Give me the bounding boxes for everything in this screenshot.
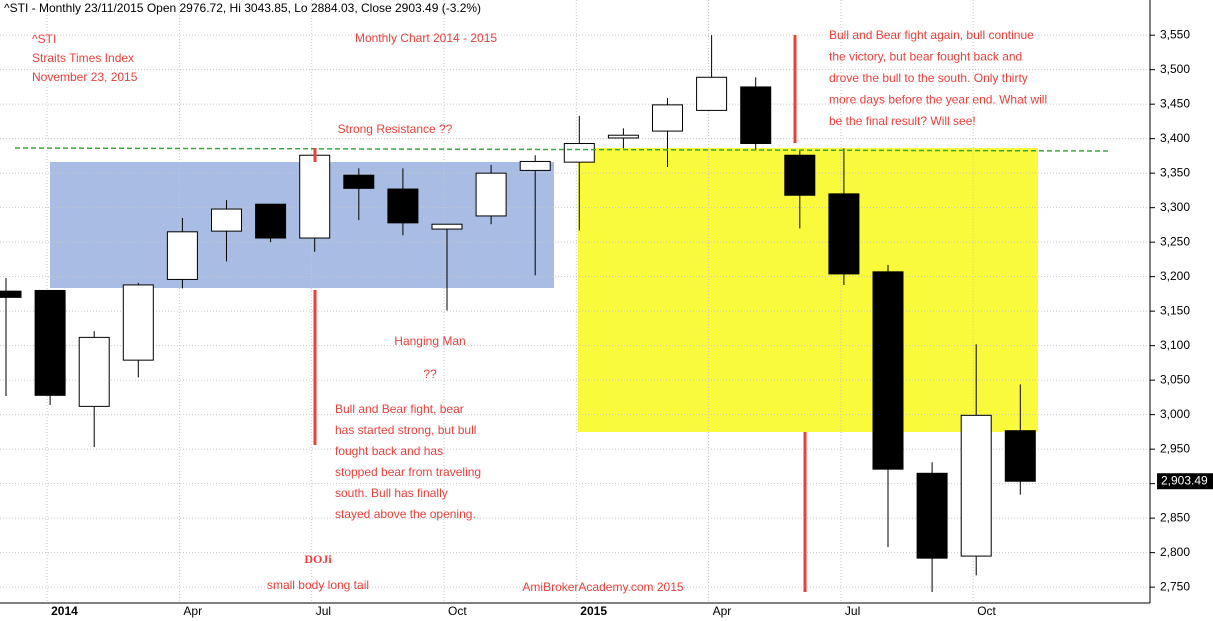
candle-body xyxy=(166,231,198,280)
annotation: November 23, 2015 xyxy=(32,70,138,84)
x-tick-label: Oct xyxy=(977,604,996,618)
x-tick-label: 2015 xyxy=(580,604,607,618)
y-tick-label: 3,550 xyxy=(1160,27,1190,41)
x-tick-label: Apr xyxy=(183,604,202,618)
annotation: stayed above the opening. xyxy=(335,507,476,521)
annotation: Bull and Bear fight, bear xyxy=(335,402,464,416)
y-tick-label: 3,100 xyxy=(1160,338,1190,352)
candles xyxy=(0,35,1036,592)
chart-header: ^STI - Monthly 23/11/2015 Open 2976.72, … xyxy=(4,1,481,15)
y-tick-label: 3,400 xyxy=(1160,131,1190,145)
candle-body xyxy=(299,154,331,239)
candle-body xyxy=(255,203,287,239)
candle-body xyxy=(696,76,728,111)
candle-body xyxy=(607,134,639,139)
annotation: be the final result? Will see! xyxy=(829,114,976,128)
annotation: south. Bull has finally xyxy=(335,486,448,500)
candle-body xyxy=(475,172,507,217)
candle-body xyxy=(1004,430,1036,482)
annotation: fought back and has xyxy=(335,444,443,458)
candle-body xyxy=(122,284,154,361)
y-tick-label: 3,150 xyxy=(1160,303,1190,317)
x-tick-label: Apr xyxy=(713,604,732,618)
y-tick-label: 2,750 xyxy=(1160,579,1190,593)
y-tick-label: 3,450 xyxy=(1160,96,1190,110)
y-tick-label: 3,350 xyxy=(1160,165,1190,179)
candle-body xyxy=(34,289,66,396)
y-tick-label: 3,250 xyxy=(1160,234,1190,248)
title: Monthly Chart 2014 - 2015 xyxy=(355,31,497,45)
candle-body xyxy=(343,174,375,189)
candle-body xyxy=(828,193,860,275)
y-tick-label: 2,850 xyxy=(1160,510,1190,524)
candle-body xyxy=(387,188,419,224)
annotation: ?? xyxy=(423,367,437,381)
candle-body xyxy=(78,336,110,407)
x-tick-label: Jul xyxy=(316,604,331,618)
annotation: AmiBrokerAcademy.com 2015 xyxy=(522,580,684,594)
y-tick-label: 2,800 xyxy=(1160,545,1190,559)
y-tick-label: 3,000 xyxy=(1160,407,1190,421)
annotation: Straits Times Index xyxy=(32,51,134,65)
candle-body xyxy=(916,472,948,559)
y-tick-label: 2,950 xyxy=(1160,441,1190,455)
candle-body xyxy=(872,271,904,470)
annotation: Bull and Bear fight again, bull continue xyxy=(829,28,1034,42)
annotation: Hanging Man xyxy=(394,334,465,348)
last-price-label: 2,903.49 xyxy=(1161,473,1208,487)
annotation: more days before the year end. What will xyxy=(829,93,1047,107)
candle-body xyxy=(960,414,992,557)
candle-body xyxy=(519,160,551,171)
candle-body xyxy=(740,86,772,145)
y-tick-label: 3,500 xyxy=(1160,62,1190,76)
y-tick-label: 3,300 xyxy=(1160,200,1190,214)
candle-body xyxy=(563,143,595,163)
x-tick-label: Oct xyxy=(448,604,467,618)
annotation: ^STI xyxy=(32,32,56,46)
annotation: small body long tail xyxy=(267,578,369,592)
resistance-line xyxy=(14,147,1109,152)
grid xyxy=(0,0,1155,603)
annotation: stopped bear from traveling xyxy=(335,465,481,479)
candle-body xyxy=(431,223,463,230)
x-tick-label: 2014 xyxy=(51,604,78,618)
annotation: the victory, but bear fought back and xyxy=(829,50,1022,64)
last-price-box xyxy=(1157,473,1213,490)
annotation: has started strong, but bull xyxy=(335,423,476,437)
candle-body xyxy=(0,290,22,298)
y-tick-label: 3,050 xyxy=(1160,372,1190,386)
annotation: Strong Resistance ?? xyxy=(338,122,453,136)
candle-body xyxy=(652,104,683,132)
x-tick-label: Jul xyxy=(845,604,860,618)
candle-body xyxy=(211,208,242,232)
labels: 2,7502,8002,8502,9002,9503,0003,0503,100… xyxy=(32,27,1213,618)
annotation: drove the bull to the south. Only thirty xyxy=(829,71,1028,85)
annotation: DOJi xyxy=(304,552,332,566)
y-tick-label: 3,200 xyxy=(1160,269,1190,283)
candle-body xyxy=(784,154,816,196)
